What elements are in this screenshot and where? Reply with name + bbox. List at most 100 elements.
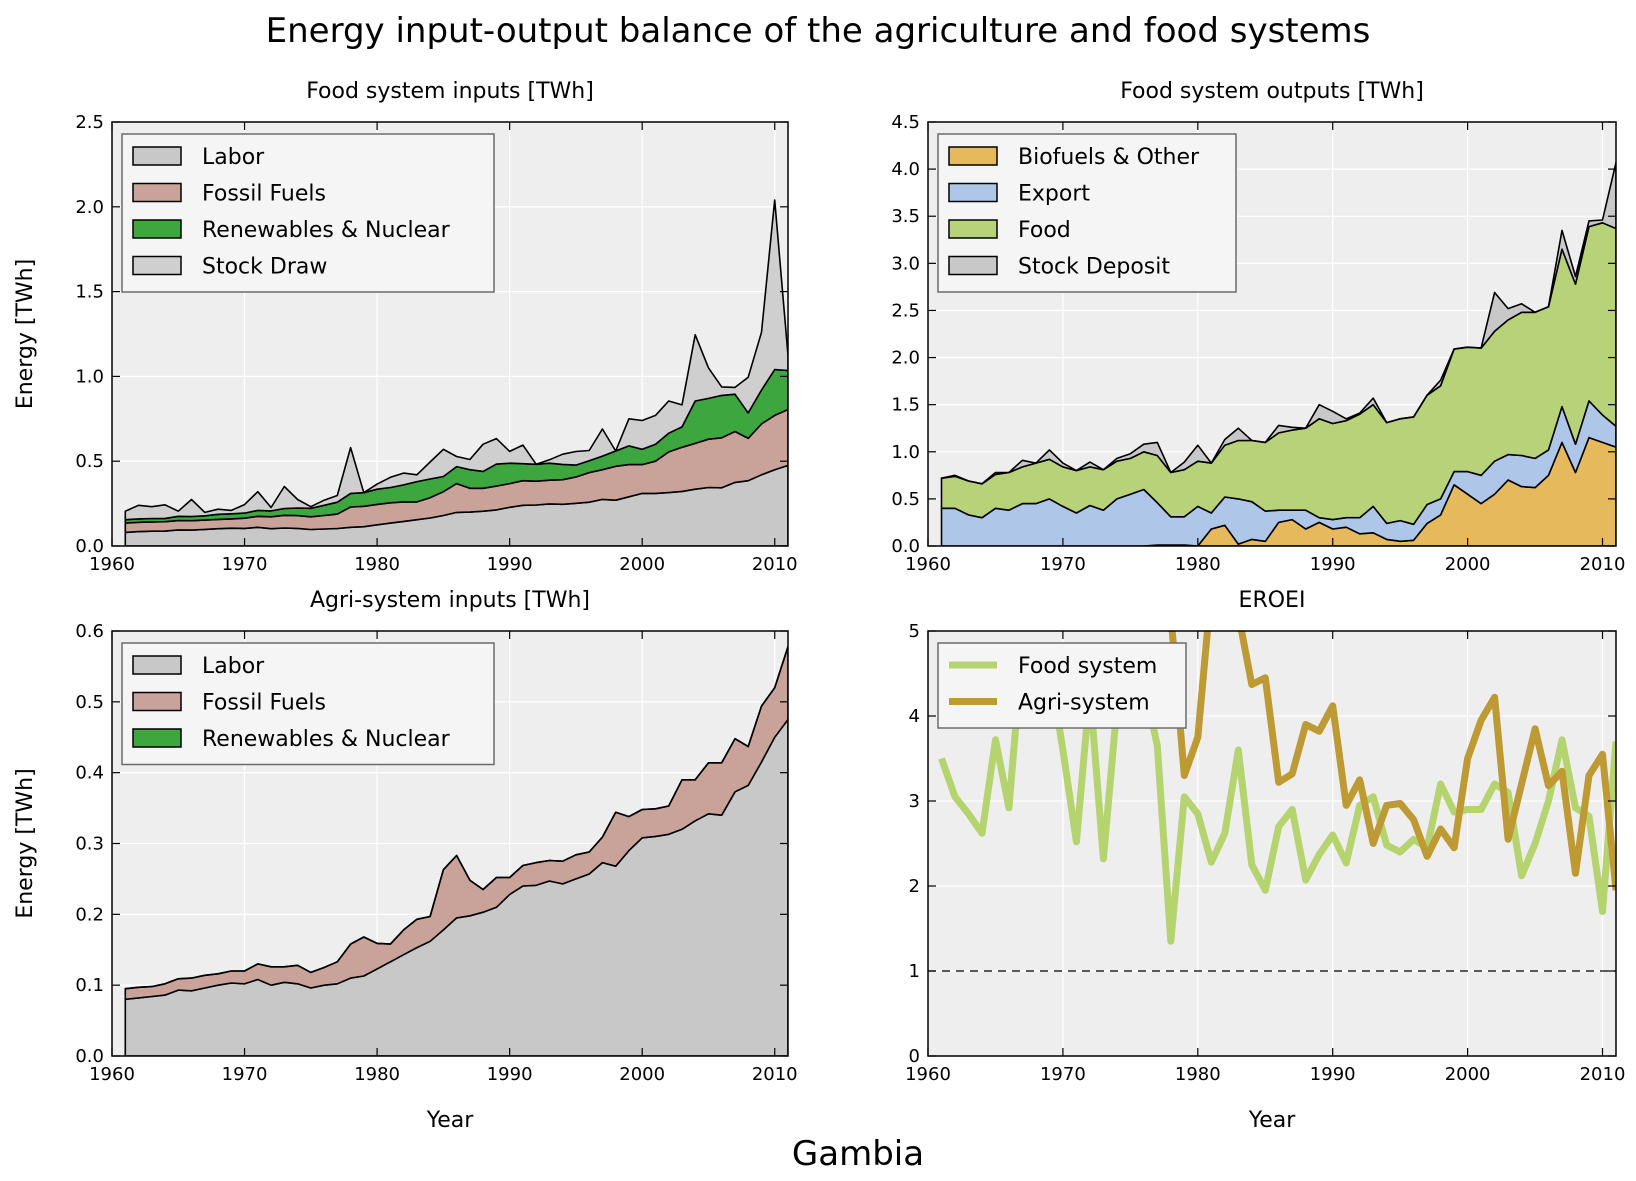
legend-swatch-export — [948, 182, 998, 203]
y-tick-label: 3 — [909, 791, 920, 812]
plot-content — [124, 645, 788, 1056]
legend-swatch-labor — [132, 655, 182, 675]
x-tick-label: 1980 — [1175, 554, 1221, 575]
y-tick-label: 2 — [909, 876, 920, 897]
x-tick-label: 1960 — [905, 554, 951, 575]
x-tick-label: 1970 — [222, 554, 268, 575]
figure-title: Energy input-output balance of the agric… — [266, 11, 1371, 51]
legend-swatch-renewables-and-nuclear — [132, 219, 182, 239]
legend-swatch-biofuels-and-other — [948, 146, 998, 166]
y-tick-label: 3.0 — [891, 253, 920, 274]
y-tick-label: 4.5 — [891, 112, 920, 133]
legend-label-food-system: Food system — [1018, 654, 1157, 679]
legend-swatch-renewables-and-nuclear — [132, 728, 182, 748]
x-tick-label: 1990 — [487, 554, 533, 575]
legend-swatch-labor — [132, 146, 182, 166]
y-tick-label: 1.0 — [891, 442, 920, 463]
x-tick-label: 2000 — [1445, 1064, 1491, 1085]
x-tick-label: 1990 — [1310, 554, 1356, 575]
legend-label-export: Export — [1018, 182, 1090, 207]
legend-label-food: Food — [1018, 218, 1071, 243]
y-tick-label: 5 — [909, 621, 920, 642]
plot-content — [940, 161, 1616, 546]
y-tick-label: 0.0 — [75, 1046, 104, 1067]
chart-title: Food system inputs [TWh] — [306, 79, 594, 104]
y-tick-label: 1.0 — [75, 366, 104, 387]
y-tick-label: 2.5 — [891, 300, 920, 321]
y-tick-label: 0.2 — [75, 904, 104, 925]
legend-box — [937, 642, 1187, 729]
legend-label-labor: Labor — [202, 654, 265, 679]
eroei-chart: 1960 1970 1980 1990 2000 2010 0 1 2 3 4 5 EROEI Year F… — [905, 588, 1626, 1133]
x-tick-label: 2010 — [752, 1064, 798, 1085]
legend-label-stock-draw: Stock Draw — [202, 255, 327, 280]
legend-swatch-fossil-fuels — [132, 182, 182, 203]
y-tick-label: 4.0 — [891, 159, 920, 180]
legend-box — [121, 133, 495, 293]
series-area-renewables-and-nuclear — [124, 645, 788, 990]
x-tick-label: 1970 — [1040, 1064, 1086, 1085]
legend-label-renewables-and-nuclear: Renewables & Nuclear — [202, 218, 451, 243]
legend-label-agri-system: Agri-system — [1018, 691, 1150, 716]
legend-label-renewables-and-nuclear: Renewables & Nuclear — [202, 727, 451, 752]
legend-label-fossil-fuels: Fossil Fuels — [202, 182, 326, 207]
legend: Labor Fossil Fuels Renewables & Nuclear Sto… — [121, 133, 495, 293]
y-tick-label: 0.0 — [891, 536, 920, 557]
x-tick-label: 2000 — [619, 1064, 665, 1085]
y-tick-label: 0.6 — [75, 621, 104, 642]
chart-title: EROEI — [1239, 588, 1306, 613]
x-axis-label: Year — [426, 1108, 475, 1133]
y-tick-label: 0.5 — [75, 451, 104, 472]
legend-swatch-food — [948, 219, 998, 239]
x-tick-label: 1980 — [354, 1064, 400, 1085]
agri-system-inputs-chart: 1960 1970 1980 1990 2000 2010 0.0 0.1 0.2 0.3 0.4 0… — [13, 588, 798, 1133]
chart-title: Agri-system inputs [TWh] — [310, 588, 590, 613]
x-tick-label: 1960 — [89, 554, 135, 575]
y-axis-label: Energy [TWh] — [13, 259, 38, 409]
y-axis-label: Energy [TWh] — [13, 768, 38, 918]
x-tick-label: 1970 — [222, 1064, 268, 1085]
legend-swatch-stock-draw — [132, 255, 182, 276]
x-tick-label: 1990 — [1310, 1064, 1356, 1085]
y-tick-label: 2.0 — [891, 348, 920, 369]
legend-label-biofuels-and-other: Biofuels & Other — [1018, 145, 1200, 170]
series-area-stock-deposit — [940, 161, 1616, 485]
y-tick-label: 0.4 — [75, 763, 104, 784]
legend-swatch-stock-deposit — [948, 255, 998, 276]
x-tick-label: 1990 — [487, 1064, 533, 1085]
legend-swatch-fossil-fuels — [132, 691, 182, 712]
x-tick-label: 2000 — [1445, 554, 1491, 575]
x-tick-label: 2000 — [619, 554, 665, 575]
legend: Food system Agri-system — [937, 642, 1187, 729]
legend-label-stock-deposit: Stock Deposit — [1018, 255, 1170, 280]
y-tick-label: 0 — [909, 1046, 920, 1067]
y-tick-label: 0.3 — [75, 834, 104, 855]
axes-frame — [111, 121, 789, 547]
y-tick-label: 2.5 — [75, 112, 104, 133]
y-tick-label: 1.5 — [891, 395, 920, 416]
y-tick-label: 3.5 — [891, 206, 920, 227]
y-tick-label: 1 — [909, 961, 920, 982]
legend: Biofuels & Other Export Food Stock Deposit — [937, 133, 1237, 293]
y-tick-label: 4 — [909, 706, 920, 727]
food-system-outputs-chart: 1960 1970 1980 1990 2000 2010 0.0 0.5 1.0 1.5 2.0 2… — [891, 79, 1625, 575]
chart-title: Food system outputs [TWh] — [1120, 79, 1424, 104]
y-tick-label: 2.0 — [75, 197, 104, 218]
x-tick-label: 2010 — [1580, 554, 1626, 575]
food-system-inputs-chart: 1960 1970 1980 1990 2000 2010 0.0 0.5 1.0 1.5 2.0 2… — [13, 79, 798, 575]
series-line-agri-system — [1168, 631, 1616, 891]
axes-frame — [927, 630, 1617, 1057]
plot-content — [124, 199, 788, 546]
x-tick-label: 1960 — [89, 1064, 135, 1085]
legend-label-fossil-fuels: Fossil Fuels — [202, 691, 326, 716]
y-tick-label: 0.1 — [75, 975, 104, 996]
legend-label-labor: Labor — [202, 145, 265, 170]
x-tick-label: 1960 — [905, 1064, 951, 1085]
axes-frame — [927, 121, 1617, 547]
y-tick-label: 0.5 — [75, 692, 104, 713]
series-area-stock-draw — [124, 199, 788, 521]
x-tick-label: 1980 — [354, 554, 400, 575]
x-tick-label: 2010 — [1580, 1064, 1626, 1085]
x-tick-label: 1970 — [1040, 554, 1086, 575]
